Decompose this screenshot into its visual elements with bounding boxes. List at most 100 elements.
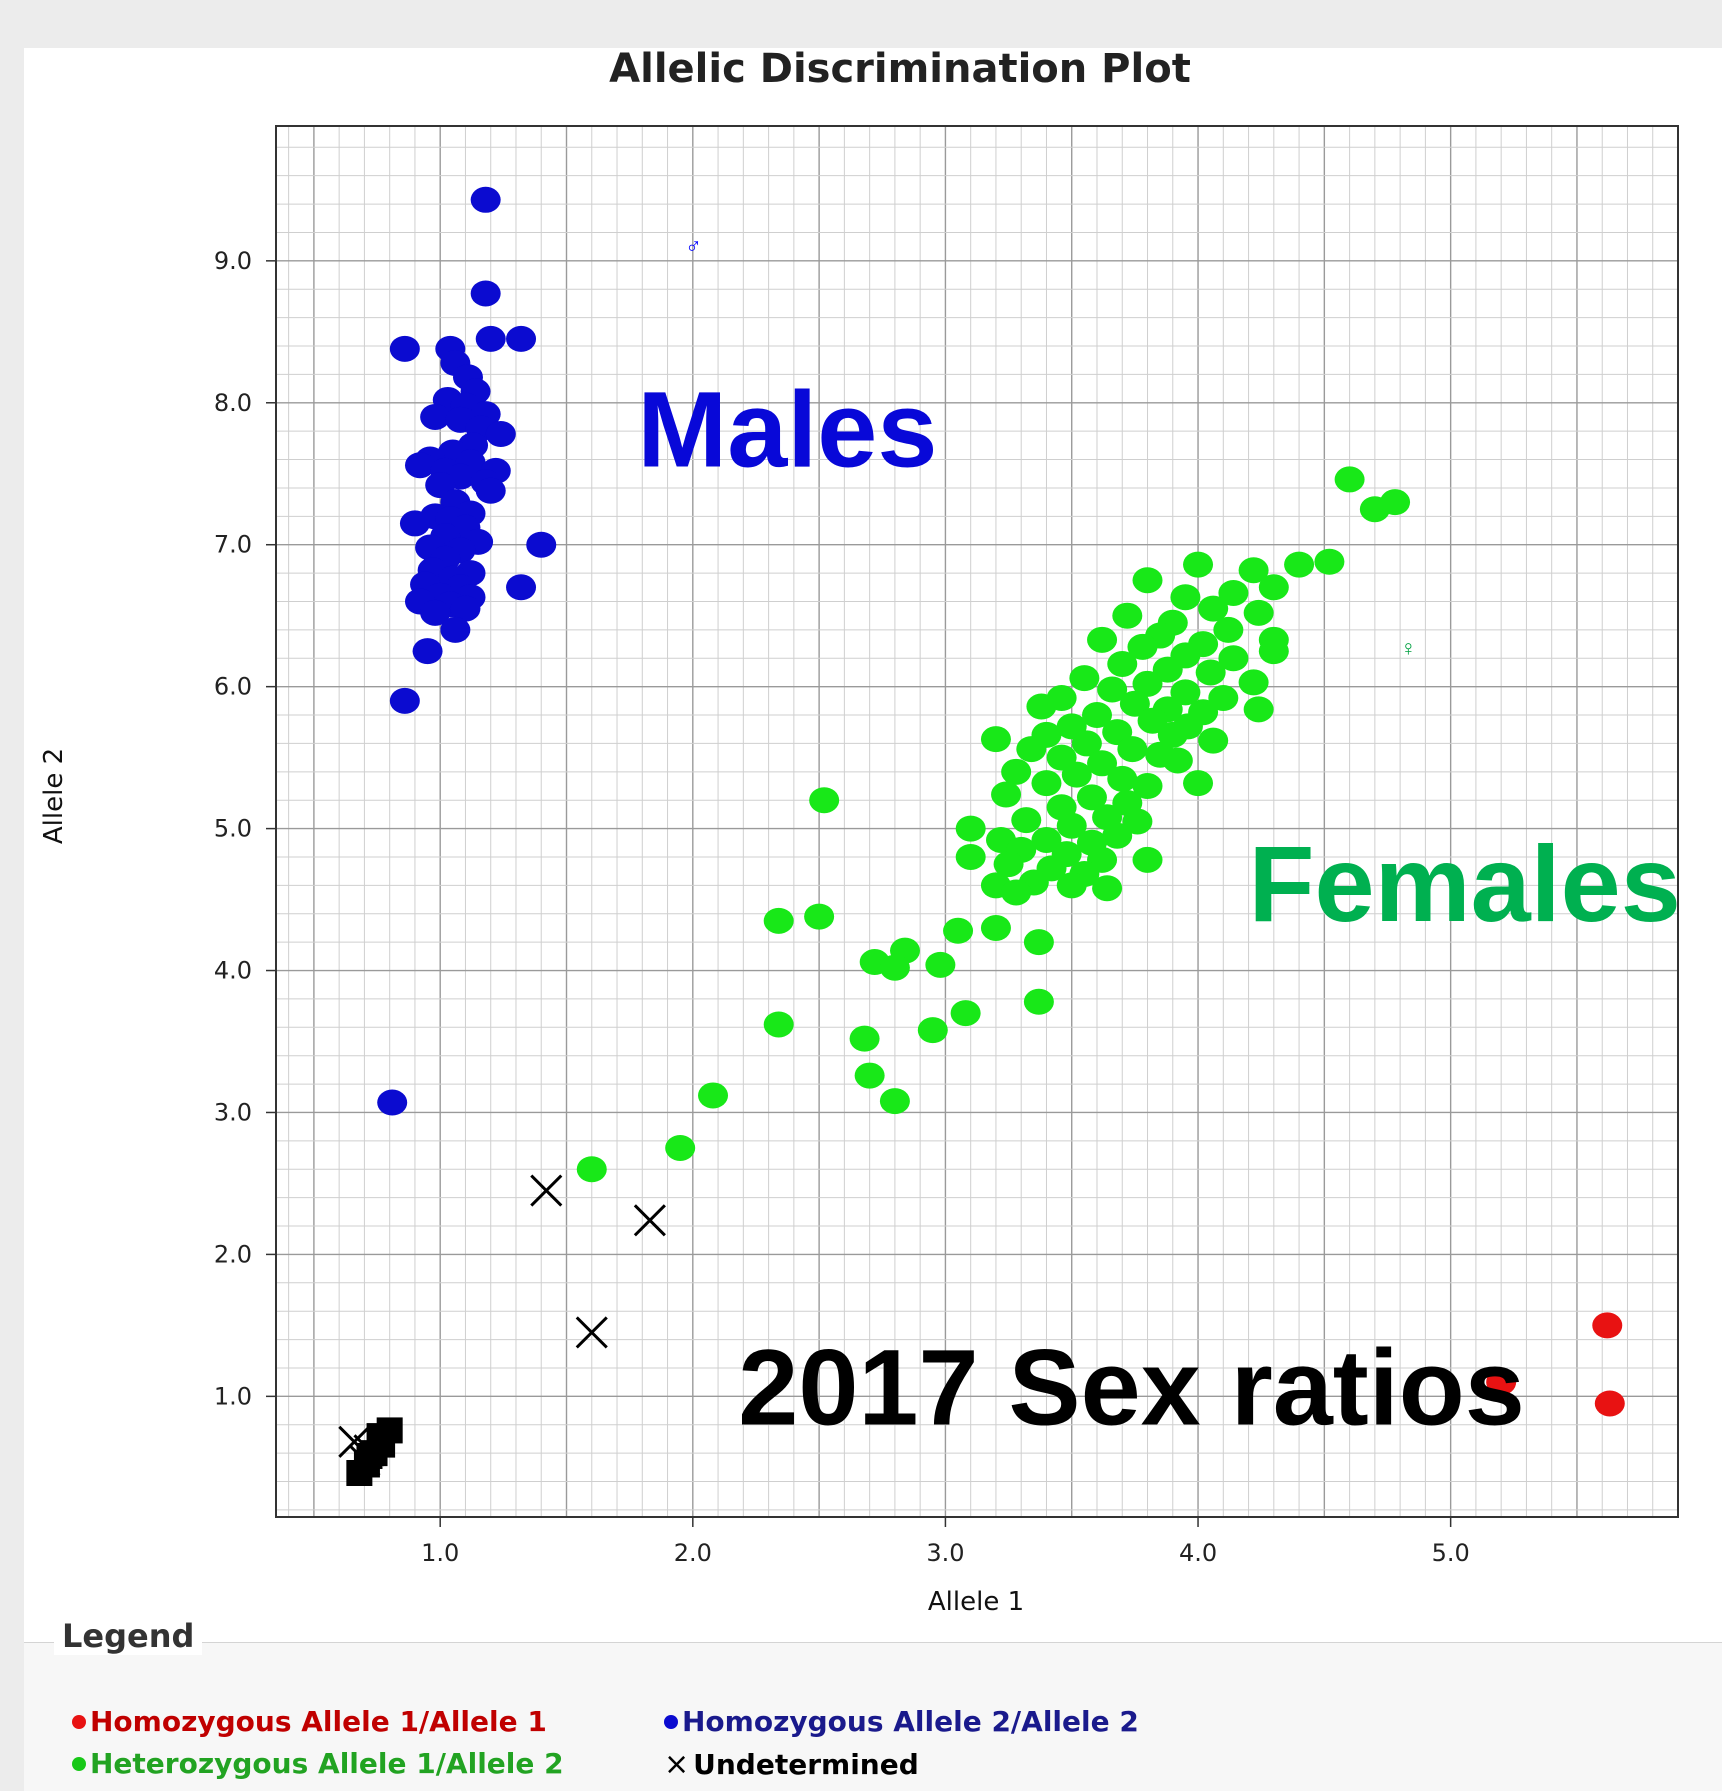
- chart-title: Allelic Discrimination Plot: [609, 48, 1191, 92]
- series-4: [346, 1417, 403, 1486]
- y-tick-label: 6.0: [214, 673, 252, 701]
- plot-frame: [275, 125, 1679, 1518]
- legend-item-homozygous-allele-1: Homozygous Allele 1/Allele 1: [72, 1705, 547, 1738]
- series-0: [1486, 1312, 1625, 1417]
- data-point: [991, 781, 1022, 808]
- data-point: [763, 907, 794, 934]
- data-point: [955, 843, 986, 870]
- data-point: [943, 917, 974, 944]
- data-point: [356, 1442, 383, 1469]
- data-point: [633, 1204, 666, 1237]
- data-point: [1198, 727, 1229, 754]
- data-point: [879, 954, 910, 981]
- data-point: [1087, 750, 1118, 777]
- data-point: [1486, 1369, 1517, 1396]
- chart-panel: Allelic Discrimination Plot 1.0 2.0 3.0 4.0…: [24, 48, 1722, 1790]
- y-tick-label: 3.0: [214, 1098, 252, 1126]
- data-point: [377, 1089, 408, 1116]
- data-point: [389, 335, 420, 362]
- data-point: [1081, 702, 1112, 729]
- data-point: [1119, 690, 1150, 717]
- legend-label: Homozygous Allele 2/Allele 2: [682, 1705, 1139, 1738]
- y-tick-label: 4.0: [214, 957, 252, 985]
- data-point: [763, 1011, 794, 1038]
- data-point: [1016, 736, 1047, 763]
- data-point: [475, 477, 506, 504]
- data-point: [530, 1174, 563, 1207]
- data-point: [1284, 551, 1315, 578]
- data-points: [338, 186, 1625, 1486]
- data-point: [1061, 761, 1092, 788]
- data-point: [1183, 770, 1214, 797]
- data-point: [1112, 602, 1143, 629]
- data-point: [1026, 693, 1057, 720]
- allelic-discrimination-chart: Allelic Discrimination Plot 1.0 2.0 3.0 4.0…: [39, 48, 1681, 1617]
- legend-title: Legend: [54, 1617, 203, 1655]
- data-point: [1152, 656, 1183, 683]
- data-point: [1183, 551, 1214, 578]
- y-tick-label: 5.0: [214, 815, 252, 843]
- data-point: [1071, 730, 1102, 757]
- data-point: [1056, 872, 1087, 899]
- data-point: [1243, 696, 1274, 723]
- data-point: [1132, 773, 1163, 800]
- data-point: [1258, 574, 1289, 601]
- data-point: [925, 951, 956, 978]
- x-tick-label: 1.0: [421, 1539, 459, 1567]
- data-point: [950, 1000, 981, 1027]
- data-point: [1122, 808, 1153, 835]
- data-point: [470, 186, 501, 213]
- data-point: [1132, 567, 1163, 594]
- y-tick-label: 9.0: [214, 247, 252, 275]
- data-point: [576, 1156, 607, 1183]
- annotation-text: Females: [1249, 823, 1681, 944]
- data-point: [1031, 770, 1062, 797]
- legend: Legend Homozygous Allele 1/Allele 1 Homo…: [24, 1617, 1722, 1791]
- data-point: [389, 687, 420, 714]
- data-point: [1031, 826, 1062, 853]
- annotations: Males Females 2017 Sex ratios ♂ ♀: [637, 234, 1681, 1448]
- data-point: [955, 815, 986, 842]
- data-point: [1380, 489, 1411, 516]
- data-point: [809, 787, 840, 814]
- data-point: [575, 1316, 608, 1349]
- data-point: [1011, 807, 1042, 834]
- data-point: [849, 1025, 880, 1052]
- data-point: [399, 510, 430, 537]
- legend-label: Undetermined: [693, 1748, 919, 1781]
- legend-dot-icon: [664, 1715, 678, 1729]
- x-tick-label: 5.0: [1432, 1539, 1470, 1567]
- annotation-text: 2017 Sex ratios: [738, 1327, 1525, 1448]
- data-point: [1170, 584, 1201, 611]
- data-point: [450, 595, 481, 622]
- data-point: [1001, 879, 1032, 906]
- data-point: [506, 325, 537, 352]
- data-point: [1102, 822, 1133, 849]
- data-point: [1127, 633, 1158, 660]
- data-point: [506, 574, 537, 601]
- y-tick-label: 1.0: [214, 1382, 252, 1410]
- data-point: [1198, 595, 1229, 622]
- data-point: [1107, 650, 1138, 677]
- data-point: [1132, 670, 1163, 697]
- data-point: [1195, 659, 1226, 686]
- annotation-text: ♀: [1400, 635, 1417, 660]
- y-tick-label: 2.0: [214, 1240, 252, 1268]
- data-point: [412, 638, 443, 665]
- legend-dot-icon: [72, 1757, 86, 1771]
- data-point: [1594, 1390, 1625, 1417]
- data-point: [1023, 929, 1054, 956]
- data-point: [1314, 548, 1345, 575]
- data-point: [1132, 846, 1163, 873]
- data-point: [1218, 645, 1249, 672]
- data-point: [1076, 784, 1107, 811]
- data-point: [1056, 812, 1087, 839]
- y-axis-label: Allele 2: [39, 748, 69, 844]
- data-point: [1243, 599, 1274, 626]
- data-point: [1258, 638, 1289, 665]
- data-point: [1162, 747, 1193, 774]
- data-point: [1001, 758, 1032, 785]
- data-point: [1069, 665, 1100, 692]
- data-point: [420, 403, 451, 430]
- data-point: [404, 452, 435, 479]
